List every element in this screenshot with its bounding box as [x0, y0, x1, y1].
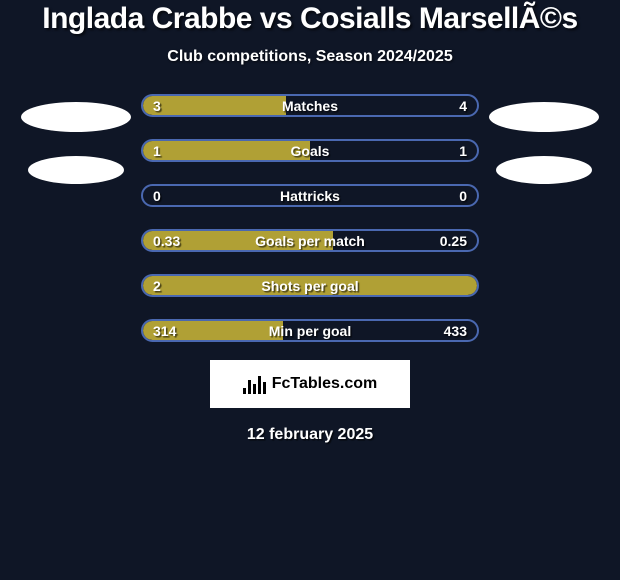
stat-left-value: 0.33	[153, 233, 180, 249]
stat-right-value: 4	[459, 98, 467, 114]
stat-right-value: 0	[459, 188, 467, 204]
comparison-infographic: Inglada Crabbe vs Cosialls MarsellÃ©s Cl…	[0, 0, 620, 444]
stat-label: Goals	[291, 143, 330, 159]
date-text: 12 february 2025	[247, 426, 373, 444]
stat-label: Goals per match	[255, 233, 365, 249]
logo-bars-icon	[243, 374, 266, 394]
stat-bar: 314 Min per goal 433	[141, 319, 479, 342]
comparison-bars: 3 Matches 4 1 Goals 1 0 Hattricks 0 0.33 Goals per…	[141, 94, 479, 342]
stat-bar: 0 Hattricks 0	[141, 184, 479, 207]
chart-area: 3 Matches 4 1 Goals 1 0 Hattricks 0 0.33 Goals per…	[0, 94, 620, 342]
stat-bar-fill	[143, 96, 286, 115]
stat-left-value: 314	[153, 323, 176, 339]
stat-label: Min per goal	[269, 323, 351, 339]
page-subtitle: Club competitions, Season 2024/2025	[167, 48, 452, 66]
fctables-logo: FcTables.com	[210, 360, 410, 408]
stat-left-value: 3	[153, 98, 161, 114]
stat-right-value: 0.25	[440, 233, 467, 249]
page-title: Inglada Crabbe vs Cosialls MarsellÃ©s	[42, 2, 577, 36]
right-ellipse-1	[489, 102, 599, 132]
stat-left-value: 0	[153, 188, 161, 204]
stat-label: Hattricks	[280, 188, 340, 204]
stat-bar: 1 Goals 1	[141, 139, 479, 162]
stat-label: Shots per goal	[261, 278, 358, 294]
left-ellipse-1	[21, 102, 131, 132]
stat-left-value: 2	[153, 278, 161, 294]
stat-bar-fill	[143, 141, 310, 160]
stat-label: Matches	[282, 98, 338, 114]
left-ellipse-2	[28, 156, 124, 184]
stat-bar: 2 Shots per goal	[141, 274, 479, 297]
stat-bar: 0.33 Goals per match 0.25	[141, 229, 479, 252]
right-ellipses	[479, 94, 609, 208]
stat-right-value: 1	[459, 143, 467, 159]
left-ellipses	[11, 94, 141, 208]
right-ellipse-2	[496, 156, 592, 184]
logo-text: FcTables.com	[272, 375, 378, 393]
stat-left-value: 1	[153, 143, 161, 159]
stat-right-value: 433	[444, 323, 467, 339]
stat-bar: 3 Matches 4	[141, 94, 479, 117]
